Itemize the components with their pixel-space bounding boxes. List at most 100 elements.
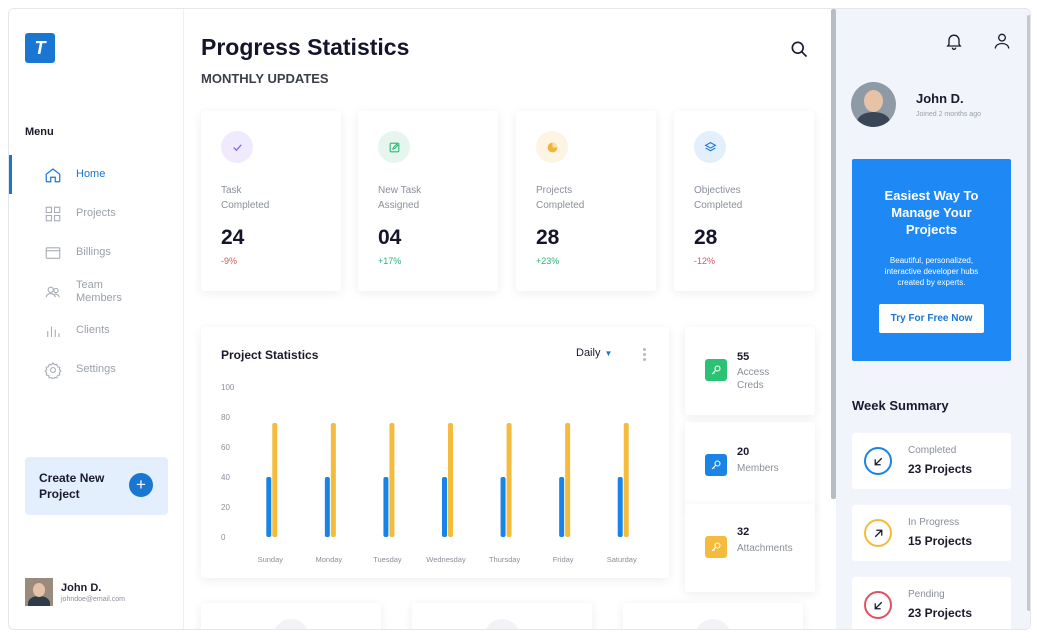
y-tick-label: 80 — [221, 413, 230, 422]
summary-label: Pending — [908, 589, 945, 600]
arrow-down-left-icon — [874, 601, 882, 609]
bar — [617, 477, 623, 537]
stat-change: -9% — [221, 256, 238, 266]
y-tick-label: 60 — [221, 443, 230, 452]
promo-card: Easiest Way To Manage Your Projects Beau… — [852, 159, 1011, 361]
sidebar-item-label: Settings — [76, 363, 116, 375]
right-scrollbar[interactable] — [1027, 15, 1030, 611]
search-icon[interactable] — [789, 39, 809, 59]
project-statistics-card: Project Statistics Daily ▼ 0 20 40 60 80 100 Su… — [201, 327, 669, 578]
mini-value: 32 — [737, 526, 750, 538]
sidebar-item-label: Billings — [76, 246, 111, 258]
mini-label: Access Creds — [737, 367, 770, 391]
summary-card-completed[interactable]: Completed 23 Projects — [852, 433, 1011, 489]
sidebar-item-settings[interactable]: Settings — [9, 350, 184, 389]
stat-value: 28 — [536, 226, 560, 249]
y-tick-label: 100 — [221, 383, 235, 392]
mini-label: Members — [737, 463, 779, 474]
x-tick-label: Thursday — [489, 555, 521, 564]
mini-card-members[interactable]: 20 Members — [685, 422, 815, 510]
stat-card-task-completed[interactable]: Task Completed 24 -9% — [201, 111, 341, 291]
stat-label: Objectives Completed — [694, 185, 743, 211]
promo-title: Easiest Way To Manage Your Projects — [884, 188, 979, 237]
home-icon — [45, 167, 61, 182]
x-tick-label: Sunday — [258, 555, 284, 564]
period-dropdown[interactable]: Daily ▼ — [576, 347, 612, 359]
arrow-up-right-icon — [874, 529, 882, 537]
mini-value: 55 — [737, 351, 750, 363]
bar — [506, 423, 512, 537]
profile-joined: Joined 2 months ago — [916, 111, 981, 118]
bar — [389, 423, 395, 537]
sidebar-item-clients[interactable]: Clients — [9, 311, 184, 350]
user-icon[interactable] — [992, 31, 1012, 51]
stat-card-new-task-assigned[interactable]: New Task Assigned 04 +17% — [358, 111, 498, 291]
sidebar-item-projects[interactable]: Projects — [9, 194, 184, 233]
user-name: John D. — [61, 581, 102, 594]
stat-label: Projects Completed — [536, 185, 585, 211]
main-content: Progress Statistics MONTHLY UPDATES Task… — [185, 9, 831, 629]
summary-value: 23 Projects — [908, 606, 973, 620]
summary-card-pending[interactable]: Pending 23 Projects — [852, 577, 1011, 629]
avatar — [25, 578, 53, 606]
bar — [448, 423, 453, 537]
avatar[interactable] — [851, 82, 896, 127]
more-options-icon[interactable] — [641, 347, 647, 365]
user-email: johndoe@email.com — [61, 595, 125, 603]
create-project-card[interactable]: Create New Project + — [25, 457, 168, 515]
sidebar-item-label: Projects — [76, 207, 116, 219]
main-scrollbar[interactable] — [831, 9, 836, 499]
y-tick-label: 40 — [221, 473, 230, 482]
sidebar-item-label: Team Members — [76, 278, 122, 304]
stat-label: New Task Assigned — [378, 185, 422, 211]
create-project-button[interactable]: + — [129, 473, 153, 497]
mini-card-attachments[interactable]: 32 Attachments — [685, 504, 815, 592]
week-summary-title: Week Summary — [852, 398, 949, 413]
page-subtitle: MONTHLY UPDATES — [201, 71, 329, 86]
right-panel: John D. Joined 2 months ago Easiest Way … — [836, 9, 1030, 629]
app-logo[interactable]: T — [25, 33, 55, 63]
mini-icon-wrap — [705, 536, 727, 558]
stat-icon-wrap — [536, 131, 568, 163]
x-tick-label: Friday — [553, 555, 574, 564]
y-tick-label: 0 — [221, 533, 226, 542]
stat-change: -12% — [694, 256, 716, 266]
mini-card-access-creds[interactable]: 55 Access Creds — [685, 327, 815, 415]
grid-icon — [45, 206, 61, 221]
sidebar-item-team-members[interactable]: Team Members — [9, 272, 184, 311]
menu-heading: Menu — [25, 126, 54, 138]
try-free-button[interactable]: Try For Free Now — [879, 304, 984, 333]
sidebar-nav: Home Projects Billings Team Members Clie… — [9, 155, 184, 389]
chart-title: Project Statistics — [221, 348, 319, 362]
stat-value: 24 — [221, 226, 245, 249]
bar — [559, 477, 565, 537]
sidebar-item-label: Clients — [76, 324, 110, 336]
sidebar-item-label: Home — [76, 168, 106, 180]
stat-value: 04 — [378, 226, 402, 249]
create-project-label: Create New Project — [39, 471, 105, 501]
stat-card-objectives-completed[interactable]: Objectives Completed 28 -12% — [674, 111, 814, 291]
sidebar-user[interactable]: John D. johndoe@email.com — [25, 578, 125, 606]
key-icon — [711, 542, 721, 552]
mini-icon-wrap — [705, 359, 727, 381]
profile-name: John D. — [916, 91, 964, 106]
stat-card-projects-completed[interactable]: Projects Completed 28 +23% — [516, 111, 656, 291]
summary-icon-wrap — [864, 447, 892, 475]
x-tick-label: Saturday — [607, 555, 637, 564]
key-icon — [711, 460, 721, 470]
stat-icon-wrap — [378, 131, 410, 163]
caret-down-icon: ▼ — [604, 349, 613, 358]
bell-icon[interactable] — [944, 31, 964, 51]
period-value: Daily — [576, 347, 601, 359]
bar — [324, 477, 330, 537]
summary-icon-wrap — [864, 519, 892, 547]
gear-icon — [44, 361, 62, 379]
page-title: Progress Statistics — [201, 34, 410, 60]
layers-icon — [704, 141, 716, 151]
sidebar-item-billings[interactable]: Billings — [9, 233, 184, 272]
sidebar-item-home[interactable]: Home — [9, 155, 184, 194]
summary-card-in-progress[interactable]: In Progress 15 Projects — [852, 505, 1011, 561]
stat-icon-wrap — [221, 131, 253, 163]
stat-icon-wrap — [694, 131, 726, 163]
bar — [565, 423, 571, 537]
